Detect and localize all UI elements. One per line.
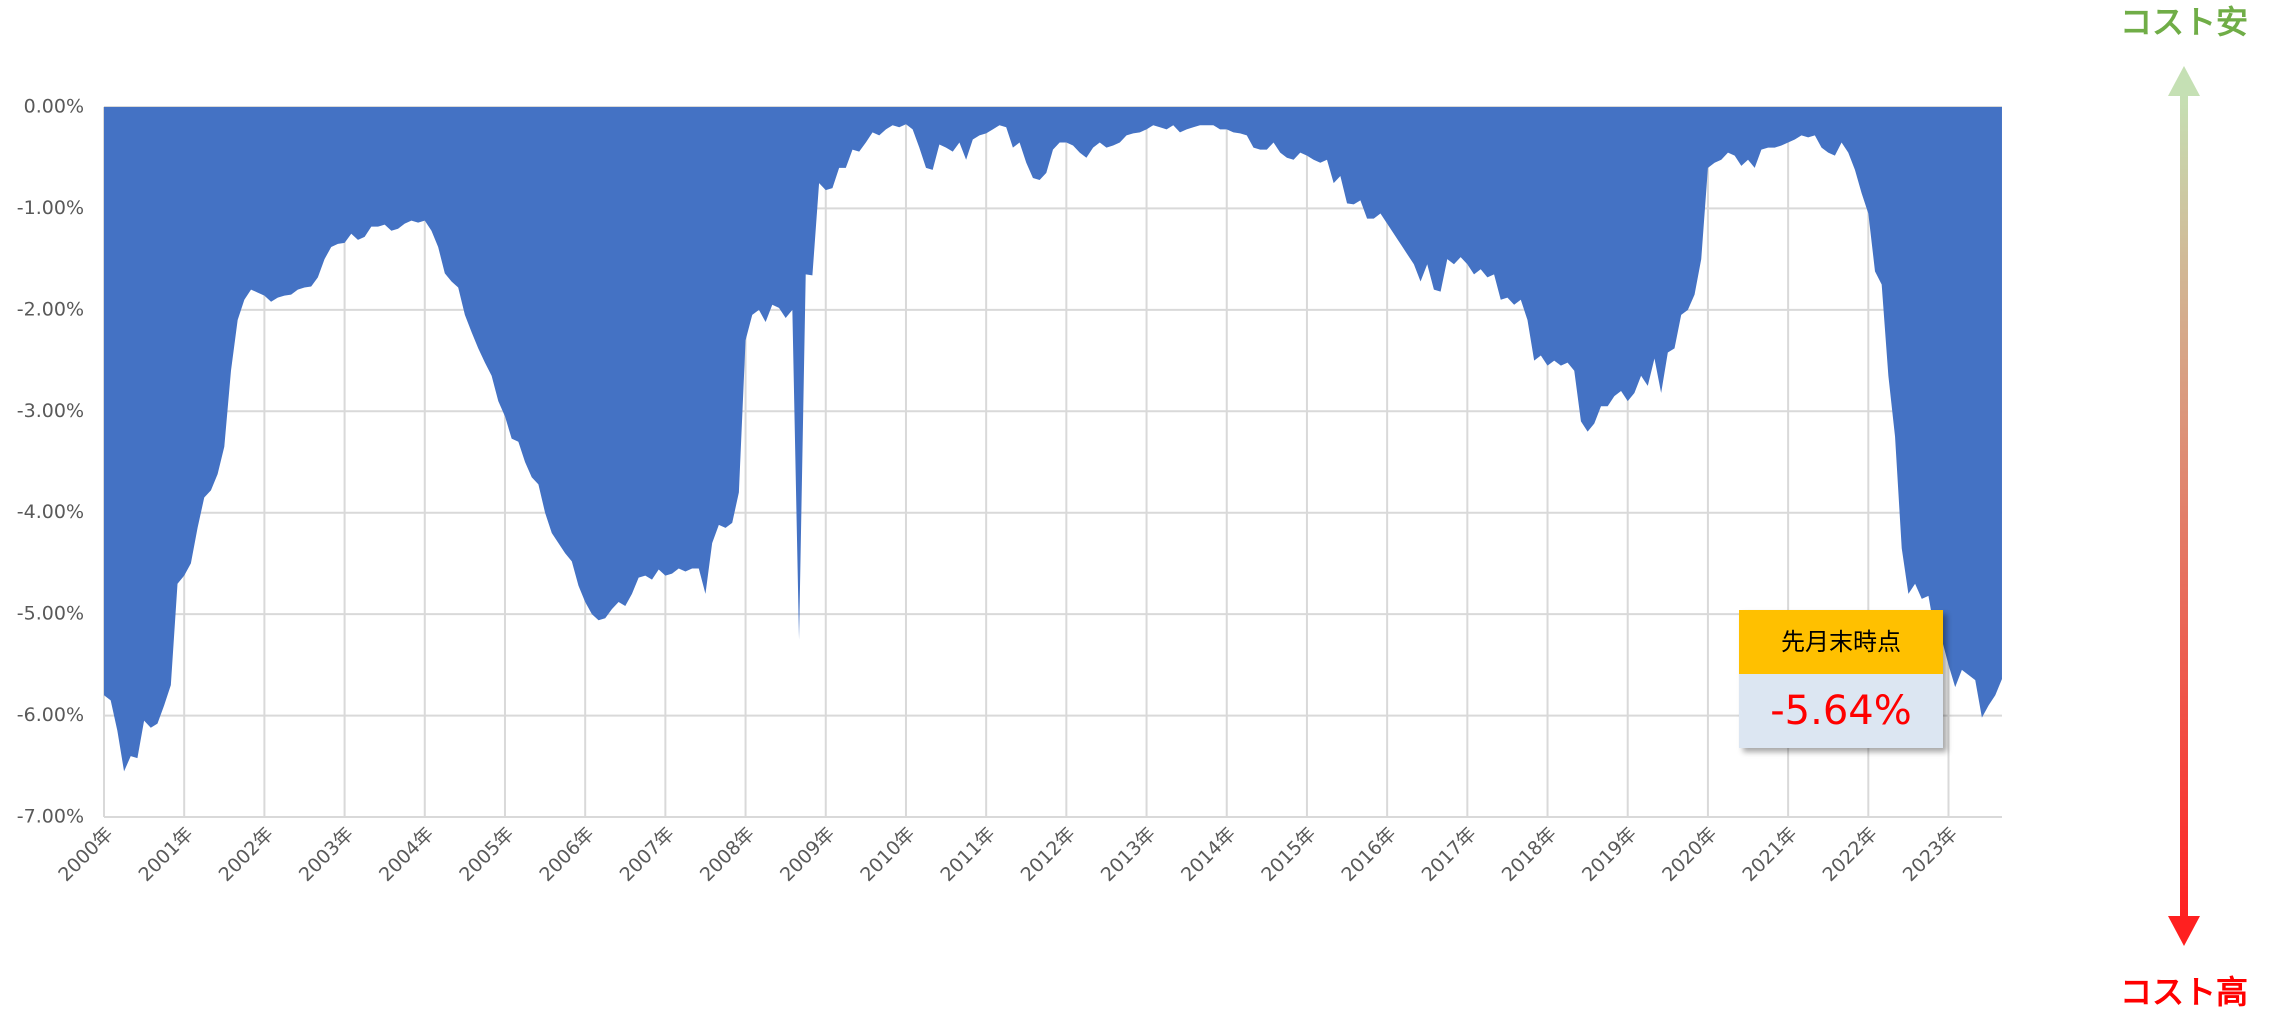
x-tick-label: 2023年 — [1899, 823, 1962, 886]
area — [104, 107, 2002, 772]
x-tick-label: 2009年 — [776, 823, 839, 886]
x-tick-label: 2014年 — [1177, 823, 1240, 886]
x-tick-label: 2021年 — [1738, 823, 1801, 886]
cost-low-label: コスト安 — [2120, 3, 2248, 41]
y-tick-label: -6.00% — [17, 704, 84, 726]
x-tick-label: 2019年 — [1578, 823, 1641, 886]
y-tick-label: -1.00% — [17, 197, 84, 219]
annotation-value: -5.64% — [1770, 688, 1912, 734]
x-tick-label: 2000年 — [54, 823, 117, 886]
cost-high-label: コスト高 — [2120, 973, 2248, 1011]
annotation: 先月末時点 -5.64% — [1739, 610, 1943, 748]
x-tick-label: 2011年 — [936, 823, 999, 886]
y-tick-label: -7.00% — [17, 806, 84, 828]
arrow-shaft — [2180, 94, 2188, 924]
x-tick-label: 2003年 — [295, 823, 358, 886]
x-tick-label: 2022年 — [1819, 823, 1882, 886]
x-tick-label: 2002年 — [215, 823, 278, 886]
cost-arrow: コスト安 コスト高 — [2120, 3, 2248, 1011]
plot-area: 2000年 2001年 2002年 2003年 2004年 2005年 2006年 2007年… — [17, 96, 2002, 886]
arrow-head-down — [2168, 916, 2200, 946]
annotation-header — [1739, 610, 1943, 674]
x-tick-label: 2007年 — [616, 823, 679, 886]
x-tick-label: 2005年 — [455, 823, 518, 886]
x-tick-label: 2012年 — [1017, 823, 1080, 886]
x-tick-label: 2017年 — [1418, 823, 1481, 886]
x-tick-label: 2010年 — [856, 823, 919, 886]
y-tick-label: -2.00% — [17, 298, 84, 320]
x-tick-label: 2008年 — [696, 823, 759, 886]
arrow-head-up — [2168, 66, 2200, 96]
x-tick-label: 2016年 — [1337, 823, 1400, 886]
x-tick-label: 2020年 — [1658, 823, 1721, 886]
x-tick-label: 2001年 — [134, 823, 197, 886]
annotation-title: 先月末時点 — [1781, 628, 1901, 656]
y-tick-label: -3.00% — [17, 400, 84, 422]
x-tick-label: 2018年 — [1498, 823, 1561, 886]
x-tick-label: 2013年 — [1097, 823, 1160, 886]
x-tick-label: 2004年 — [375, 823, 438, 886]
y-tick-label: 0.00% — [24, 96, 84, 118]
x-tick-label: 2006年 — [535, 823, 598, 886]
y-tick-label: -5.00% — [17, 603, 84, 625]
x-tick-label: 2015年 — [1257, 823, 1320, 886]
y-tick-label: -4.00% — [17, 501, 84, 523]
